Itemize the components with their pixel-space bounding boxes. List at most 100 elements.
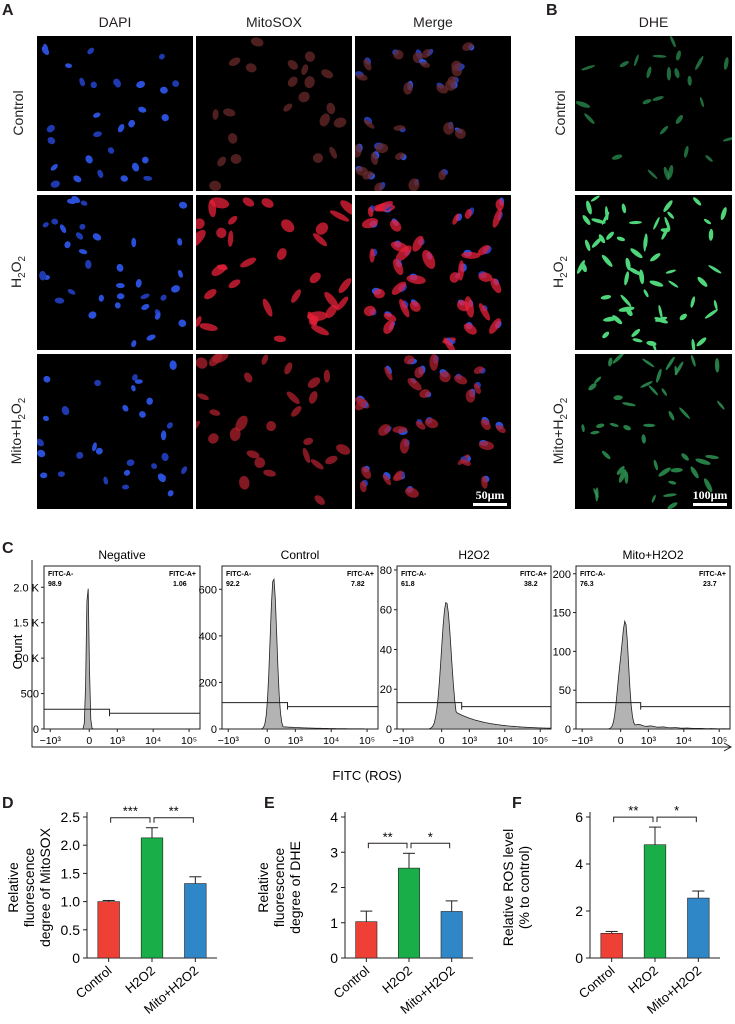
mitochondria-mark	[313, 233, 328, 247]
flow-x-tick-label: 10⁵	[532, 735, 548, 747]
mitochondria-mark	[325, 455, 338, 465]
nucleus-mark	[116, 293, 125, 300]
mitochondria-mark	[304, 76, 315, 89]
mitochondria-mark	[212, 109, 219, 120]
mitochondria-mark	[478, 440, 495, 450]
mitochondria-mark	[393, 49, 404, 60]
bar-chart-d: Relative fluorescence degree of MitoSOX 0 0.…	[5, 804, 217, 1017]
nucleus-mark	[132, 374, 138, 381]
mitochondria-mark	[429, 354, 439, 371]
dhe-cell-mark	[658, 304, 663, 319]
flow-x-tick-label: 10³	[462, 735, 478, 747]
nucleus-mark	[54, 297, 65, 304]
mitochondria-mark	[298, 91, 310, 103]
nucleus-mark	[126, 459, 135, 467]
significance-label: *	[674, 803, 679, 818]
flow-outer-axis	[31, 560, 731, 748]
bar-chart-f: Relative ROS level (% to control) 0 2 4 6 Cont…	[500, 803, 720, 1017]
gate-pos-value: 23.7	[703, 581, 717, 588]
nucleus-mark	[160, 430, 167, 441]
dhe-cell-mark	[720, 207, 727, 221]
nucleus-mark	[172, 80, 180, 87]
nucleus-mark	[98, 294, 104, 302]
flow-x-tick-label: 10⁴	[676, 735, 692, 747]
mitochondria-mark	[373, 288, 385, 299]
mitochondria-mark	[392, 258, 404, 276]
dhe-cell-mark	[648, 385, 659, 396]
flow-gate-line	[44, 708, 200, 717]
mitochondria-mark	[230, 154, 242, 164]
nucleus-mark	[65, 63, 73, 69]
flow-plot-frame	[221, 565, 379, 730]
nucleus-mark	[66, 198, 77, 204]
dhe-cell-mark	[699, 96, 704, 108]
mitochondria-mark	[408, 178, 420, 191]
dhe-cell-mark	[705, 455, 719, 459]
dhe-cell-mark	[658, 467, 671, 477]
dhe-cell-mark	[696, 337, 707, 347]
flow-y-tick-label: 200	[553, 569, 571, 581]
mitochondria-mark	[495, 198, 504, 211]
nucleus-mark	[90, 81, 97, 89]
nucleus-mark	[67, 288, 76, 295]
y-axis-label: Relative	[255, 862, 271, 913]
mitochondria-mark	[261, 198, 274, 208]
mitochondria-mark	[457, 260, 465, 281]
panel-label-d: D	[2, 795, 14, 812]
dhe-cell-mark	[576, 260, 585, 274]
mitochondria-mark	[414, 366, 424, 379]
dhe-cell-mark	[666, 67, 672, 81]
dhe-cell-mark	[640, 381, 653, 388]
dhe-cell-mark	[624, 471, 629, 484]
mitochondria-mark	[303, 437, 314, 445]
col-header-merge: Merge	[413, 14, 453, 30]
mitochondria-mark	[489, 318, 501, 334]
mitochondria-mark	[393, 125, 406, 131]
mitochondria-mark	[197, 393, 209, 401]
dhe-cell-mark	[575, 101, 591, 108]
dhe-cell-mark	[639, 269, 645, 285]
dhe-cell-mark	[588, 383, 597, 391]
flow-x-tick-label: −10³	[218, 735, 240, 747]
dhe-cell-mark	[627, 267, 642, 276]
mitochondria-mark	[363, 59, 372, 71]
y-tick-label: 4	[330, 809, 338, 825]
mitochondria-mark	[420, 61, 431, 68]
nucleus-mark	[76, 451, 84, 459]
mitochondria-mark	[261, 354, 269, 365]
bar-1	[643, 844, 667, 959]
dhe-cell-mark	[679, 313, 687, 321]
dhe-cell-mark	[643, 423, 656, 428]
dhe-cell-mark	[649, 280, 664, 287]
flow-x-tick-label: 10⁵	[359, 735, 375, 747]
nucleus-mark	[47, 137, 56, 145]
nucleus-mark	[75, 232, 84, 240]
nucleus-mark	[154, 312, 161, 320]
y-axis-label: (% to control)	[516, 846, 532, 929]
flow-plot-frame	[43, 565, 201, 730]
mitochondria-mark	[492, 208, 502, 228]
gate-neg-label: FITC-A-	[580, 571, 606, 578]
dhe-cell-mark	[632, 338, 643, 343]
mitochondria-mark	[324, 291, 339, 309]
mitochondria-mark	[375, 143, 389, 154]
mitochondria-mark	[370, 152, 379, 165]
significance-bracket	[613, 816, 654, 823]
dhe-cell-mark	[653, 459, 659, 471]
dhe-cell-mark	[684, 145, 689, 158]
mitochondria-mark	[315, 222, 329, 235]
mitochondria-mark	[378, 424, 391, 436]
nucleus-mark	[122, 404, 129, 412]
y-axis-label: degree of DHE	[287, 841, 303, 934]
flow-outer-axis-arrow	[723, 742, 733, 752]
nucleus-mark	[39, 270, 47, 281]
dhe-cell-mark	[605, 206, 609, 221]
dhe-cell-mark	[670, 36, 676, 48]
mitochondria-mark	[481, 476, 488, 489]
nucleus-mark	[113, 78, 120, 86]
flow-x-tick-label: 0	[439, 735, 445, 747]
dhe-cell-mark	[608, 357, 613, 367]
mitochondria-mark	[382, 474, 392, 486]
mitochondria-mark	[451, 60, 462, 71]
